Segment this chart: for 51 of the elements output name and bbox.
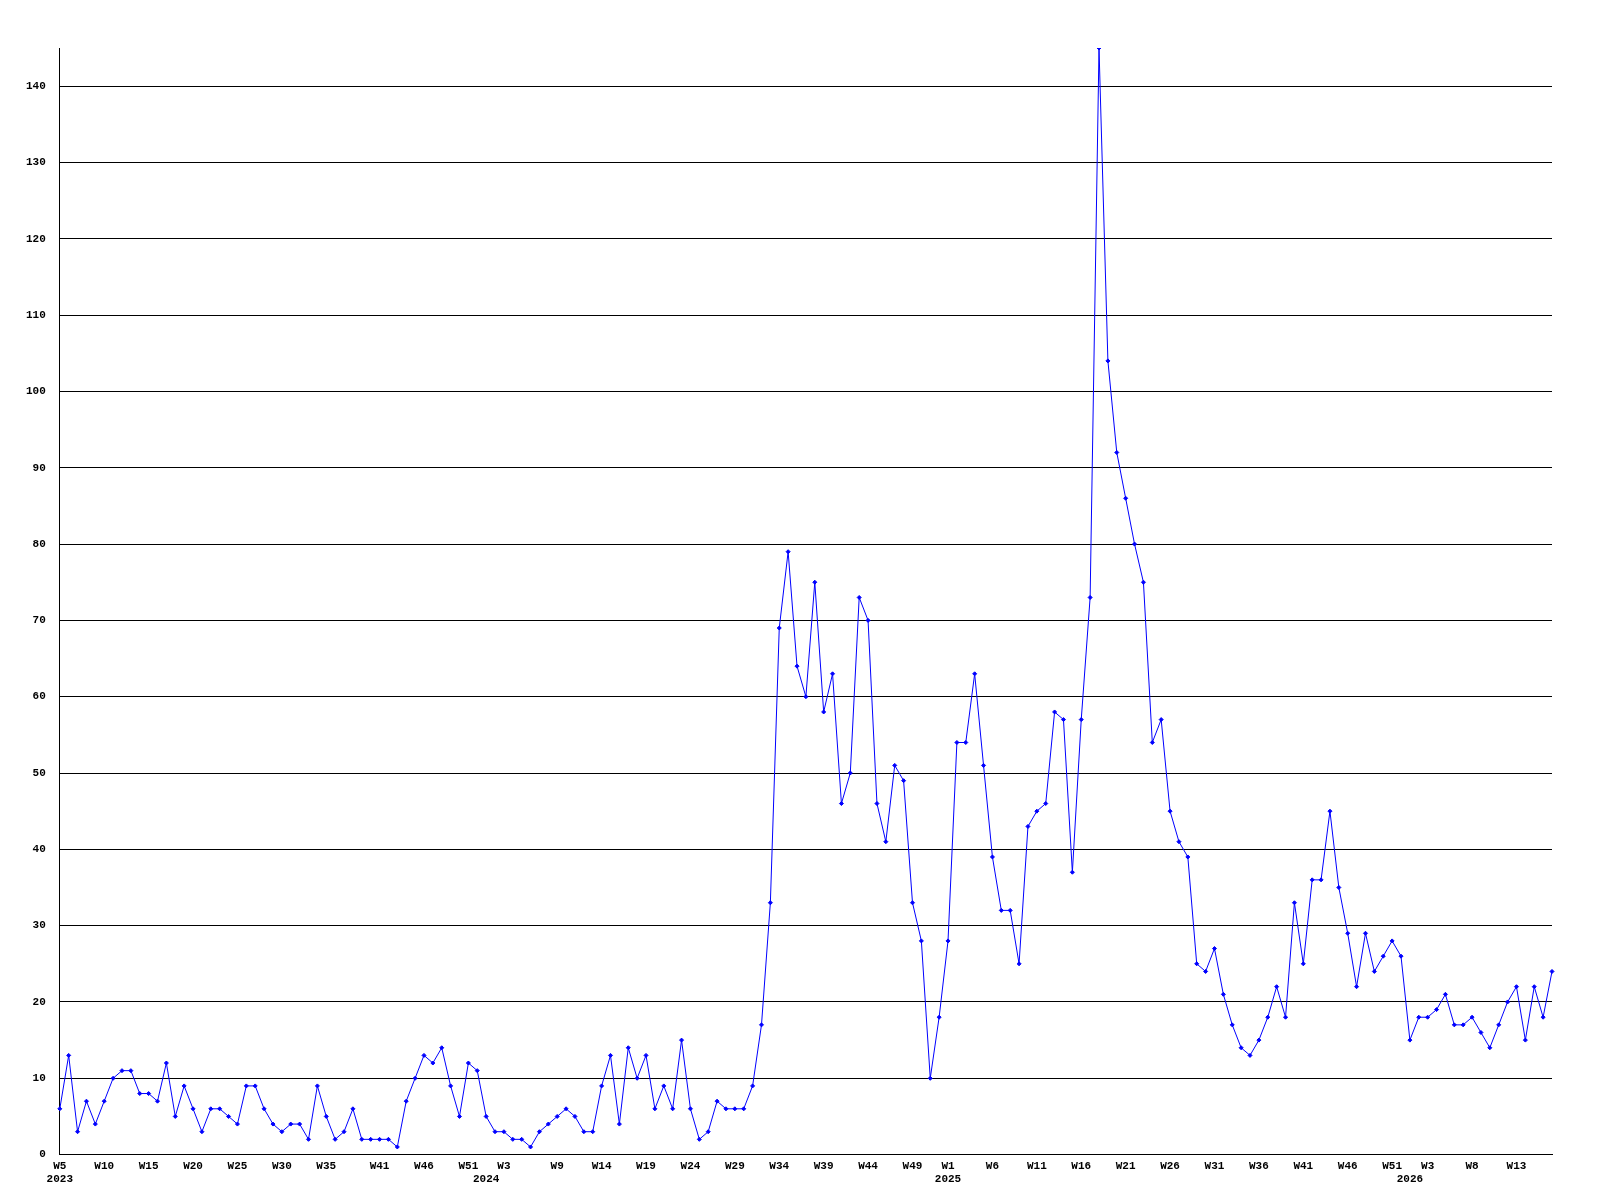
x-tick-label: W21 xyxy=(1115,1159,1136,1172)
x-tick-label: W46 xyxy=(414,1159,434,1172)
x-tick-label: W30 xyxy=(271,1159,292,1172)
y-tick-label: 60 xyxy=(32,690,46,703)
x-tick-label: W29 xyxy=(724,1159,745,1172)
y-tick-label: 30 xyxy=(32,919,46,932)
y-tick-label: 130 xyxy=(25,156,46,169)
y-tick-label: 80 xyxy=(32,537,46,550)
x-tick-label: W46 xyxy=(1337,1159,1358,1172)
x-tick-label: W20 xyxy=(183,1159,203,1172)
y-tick-label: 0 xyxy=(39,1148,46,1161)
x-tick-label: W44 xyxy=(858,1159,879,1172)
x-tick-label: W3 xyxy=(497,1159,511,1172)
y-tick-label: 70 xyxy=(32,614,46,627)
x-tick-label: W39 xyxy=(813,1159,834,1172)
y-tick-label: 50 xyxy=(32,766,46,779)
x-tick-label: W25 xyxy=(227,1159,248,1172)
x-tick-label: W10 xyxy=(94,1159,115,1172)
x-tick-label: W34 xyxy=(769,1159,790,1172)
x-tick-label: W24 xyxy=(680,1159,701,1172)
x-tick-label: W15 xyxy=(138,1159,159,1172)
x-tick-label: W16 xyxy=(1071,1159,1092,1172)
y-tick-label: 10 xyxy=(32,1072,46,1085)
x-tick-label: W36 xyxy=(1248,1159,1269,1172)
x-tick-label: W3 xyxy=(1421,1159,1435,1172)
x-tick-label: W35 xyxy=(316,1159,337,1172)
x-tick-label: W26 xyxy=(1160,1159,1180,1172)
x-tick-label: W6 xyxy=(985,1159,1000,1172)
y-tick-label: 120 xyxy=(25,232,46,245)
y-tick-label: 20 xyxy=(32,995,46,1008)
x-tick-label: W5 2023 xyxy=(46,1159,74,1186)
y-tick-label: 90 xyxy=(32,461,46,474)
x-tick-label: W13 xyxy=(1506,1159,1527,1172)
x-tick-label: 2024 xyxy=(472,1173,500,1186)
x-tick-label: W1 2025 xyxy=(934,1159,962,1186)
x-tick-label: W51 xyxy=(1382,1159,1403,1172)
x-tick-label: W49 xyxy=(902,1159,923,1172)
x-tick-label: W9 xyxy=(550,1159,564,1172)
x-tick-label: W11 xyxy=(1026,1159,1048,1172)
x-tick-label: W31 xyxy=(1204,1159,1225,1172)
y-tick-label: 110 xyxy=(25,308,46,321)
y-tick-label: 100 xyxy=(25,385,46,398)
x-tick-label: W51 xyxy=(458,1159,479,1172)
y-tick-label: 40 xyxy=(32,843,46,856)
x-tick-label: W19 xyxy=(636,1159,656,1172)
x-tick-label: W41 xyxy=(1293,1159,1314,1172)
x-tick-label: W14 xyxy=(591,1159,612,1172)
y-tick-label: 140 xyxy=(25,79,46,92)
x-tick-label: W8 xyxy=(1465,1159,1480,1172)
x-tick-label: W41 xyxy=(369,1159,390,1172)
x-tick-label: 2026 xyxy=(1396,1173,1424,1186)
